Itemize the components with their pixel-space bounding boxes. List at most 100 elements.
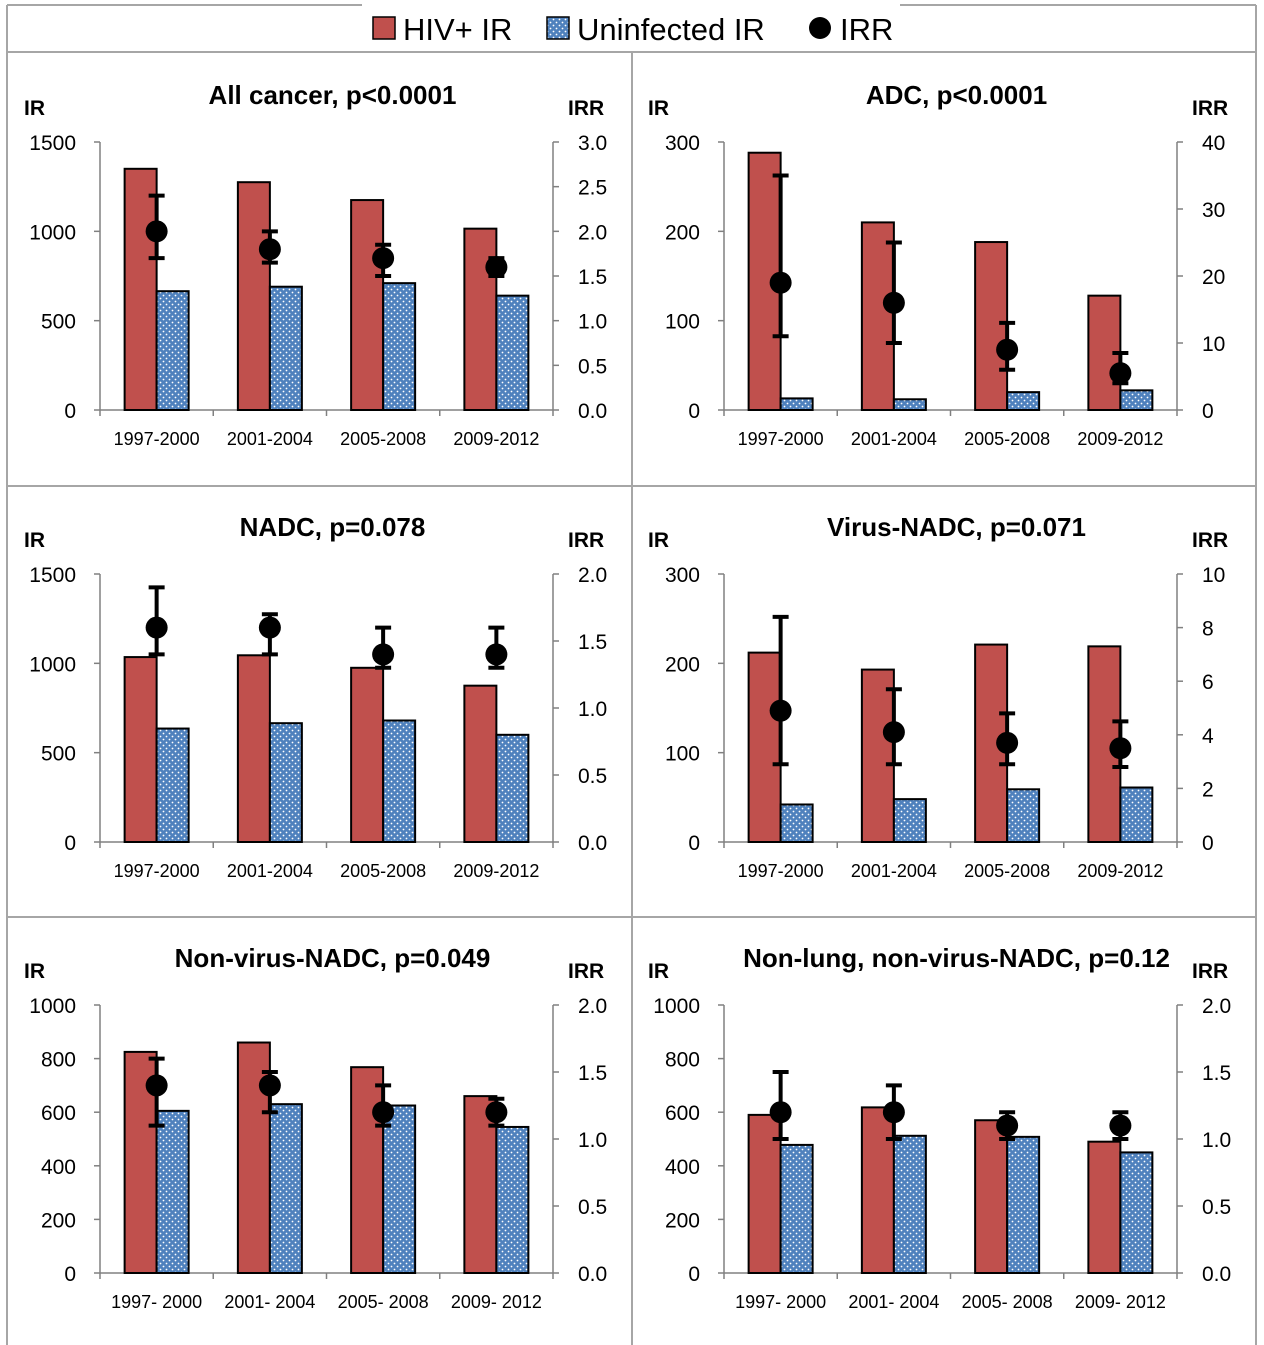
bar-uninfected [382,1104,417,1274]
left-tick-label: 300 [665,132,700,155]
left-tick-label: 0 [64,400,76,423]
x-tick-label: 2001- 2004 [224,1292,315,1312]
bar-uninfected [155,290,190,412]
irr-point [372,643,395,666]
irr-point [145,220,168,243]
bar-uninfected [892,398,927,411]
bar-uninfected [495,733,530,843]
legend-item-hiv: HIV+ IR [372,12,512,47]
x-tick-label: 2005-2008 [340,861,426,881]
irr-point [145,616,168,639]
right-tick-label: 0 [1202,832,1214,855]
legend-irr-marker [809,17,831,39]
irr-point [145,1074,168,1097]
right-tick-label: 10 [1202,564,1225,587]
left-tick-label: 1000 [653,995,700,1018]
left-axis-label: IR [24,97,45,120]
left-tick-label: 200 [665,653,700,676]
legend: HIV+ IR Uninfected IR IRR [372,12,893,47]
bar-uninfected [1006,788,1041,843]
left-tick-label: 100 [665,743,700,766]
bar-uninfected [892,798,927,843]
right-tick-label: 0.5 [578,765,607,788]
bar-uninfected [1119,389,1154,412]
left-tick-label: 0 [688,400,700,423]
left-tick-label: 0 [688,1263,700,1286]
right-tick-label: 30 [1202,199,1225,222]
bar-hiv [463,1095,498,1274]
right-tick-label: 1.0 [578,311,607,334]
x-tick-label: 2001-2004 [227,861,313,881]
x-tick-label: 1997-2000 [738,429,824,449]
panel-title: Non-virus-NADC, p=0.049 [175,943,491,973]
irr-point [372,1101,395,1124]
bar-hiv [236,181,271,411]
panel-5: Non-virus-NADC, p=0.049 IR IRR 0 200 400 600 80… [24,943,607,1312]
left-tick-label: 1000 [29,653,76,676]
irr-point [769,699,792,722]
left-tick-label: 600 [665,1102,700,1125]
frame [6,4,1257,1345]
right-tick-label: 2.0 [578,221,607,244]
right-tick-label: 2.0 [578,995,607,1018]
irr-point [769,1101,792,1124]
bar-uninfected [495,294,530,411]
right-tick-label: 1.5 [578,631,607,654]
panel-title: Non-lung, non-virus-NADC, p=0.12 [743,943,1170,973]
panel-title: ADC, p<0.0001 [866,80,1047,110]
bar-uninfected [779,397,814,411]
bar-hiv [350,199,385,411]
legend-item-uninfected: Uninfected IR [546,12,765,47]
bar-hiv [236,654,271,843]
bar-uninfected [892,1134,927,1274]
right-axis-label: IRR [1192,960,1228,983]
irr-point [485,256,508,279]
irr-point [996,731,1019,754]
irr-point [258,616,281,639]
right-tick-label: 3.0 [578,132,607,155]
x-tick-label: 2009-2012 [453,861,539,881]
left-tick-label: 0 [688,832,700,855]
right-tick-label: 0.0 [578,832,607,855]
bar-uninfected [268,722,303,844]
irr-point [769,271,792,294]
right-tick-label: 8 [1202,618,1214,641]
right-tick-label: 0.5 [578,355,607,378]
x-tick-label: 2009- 2012 [1075,1292,1166,1312]
bar-hiv [860,668,895,843]
right-tick-label: 1.5 [578,266,607,289]
left-tick-label: 500 [41,743,76,766]
bar-hiv [123,656,158,843]
legend-hiv-swatch [372,16,396,40]
x-tick-label: 2009-2012 [1077,861,1163,881]
bar-uninfected [1119,786,1154,843]
right-tick-label: 1.0 [1202,1129,1231,1152]
panel-6: Non-lung, non-virus-NADC, p=0.12 IR IRR 0 20… [648,943,1231,1312]
bar-hiv [747,1113,782,1274]
bar-hiv [463,227,498,411]
x-tick-label: 2001- 2004 [848,1292,939,1312]
right-axis-label: IRR [1192,97,1228,120]
bar-hiv [860,1106,895,1274]
irr-point [372,247,395,270]
irr-point [258,1074,281,1097]
left-axis-label: IR [648,97,669,120]
left-tick-label: 300 [665,564,700,587]
right-tick-label: 1.5 [1202,1062,1231,1085]
bar-uninfected [382,282,417,411]
x-tick-label: 1997-2000 [114,429,200,449]
x-tick-label: 2001-2004 [851,429,937,449]
irr-point [1109,362,1132,385]
legend-hiv-label: HIV+ IR [403,12,512,47]
bar-uninfected [495,1125,530,1274]
x-tick-label: 2005- 2008 [338,1292,429,1312]
left-tick-label: 0 [64,1263,76,1286]
left-tick-label: 1000 [29,221,76,244]
bar-uninfected [155,1109,190,1274]
x-tick-label: 1997-2000 [738,861,824,881]
irr-point [485,1101,508,1124]
irr-point [882,291,905,314]
left-tick-label: 400 [41,1156,76,1179]
bar-hiv [123,167,158,411]
